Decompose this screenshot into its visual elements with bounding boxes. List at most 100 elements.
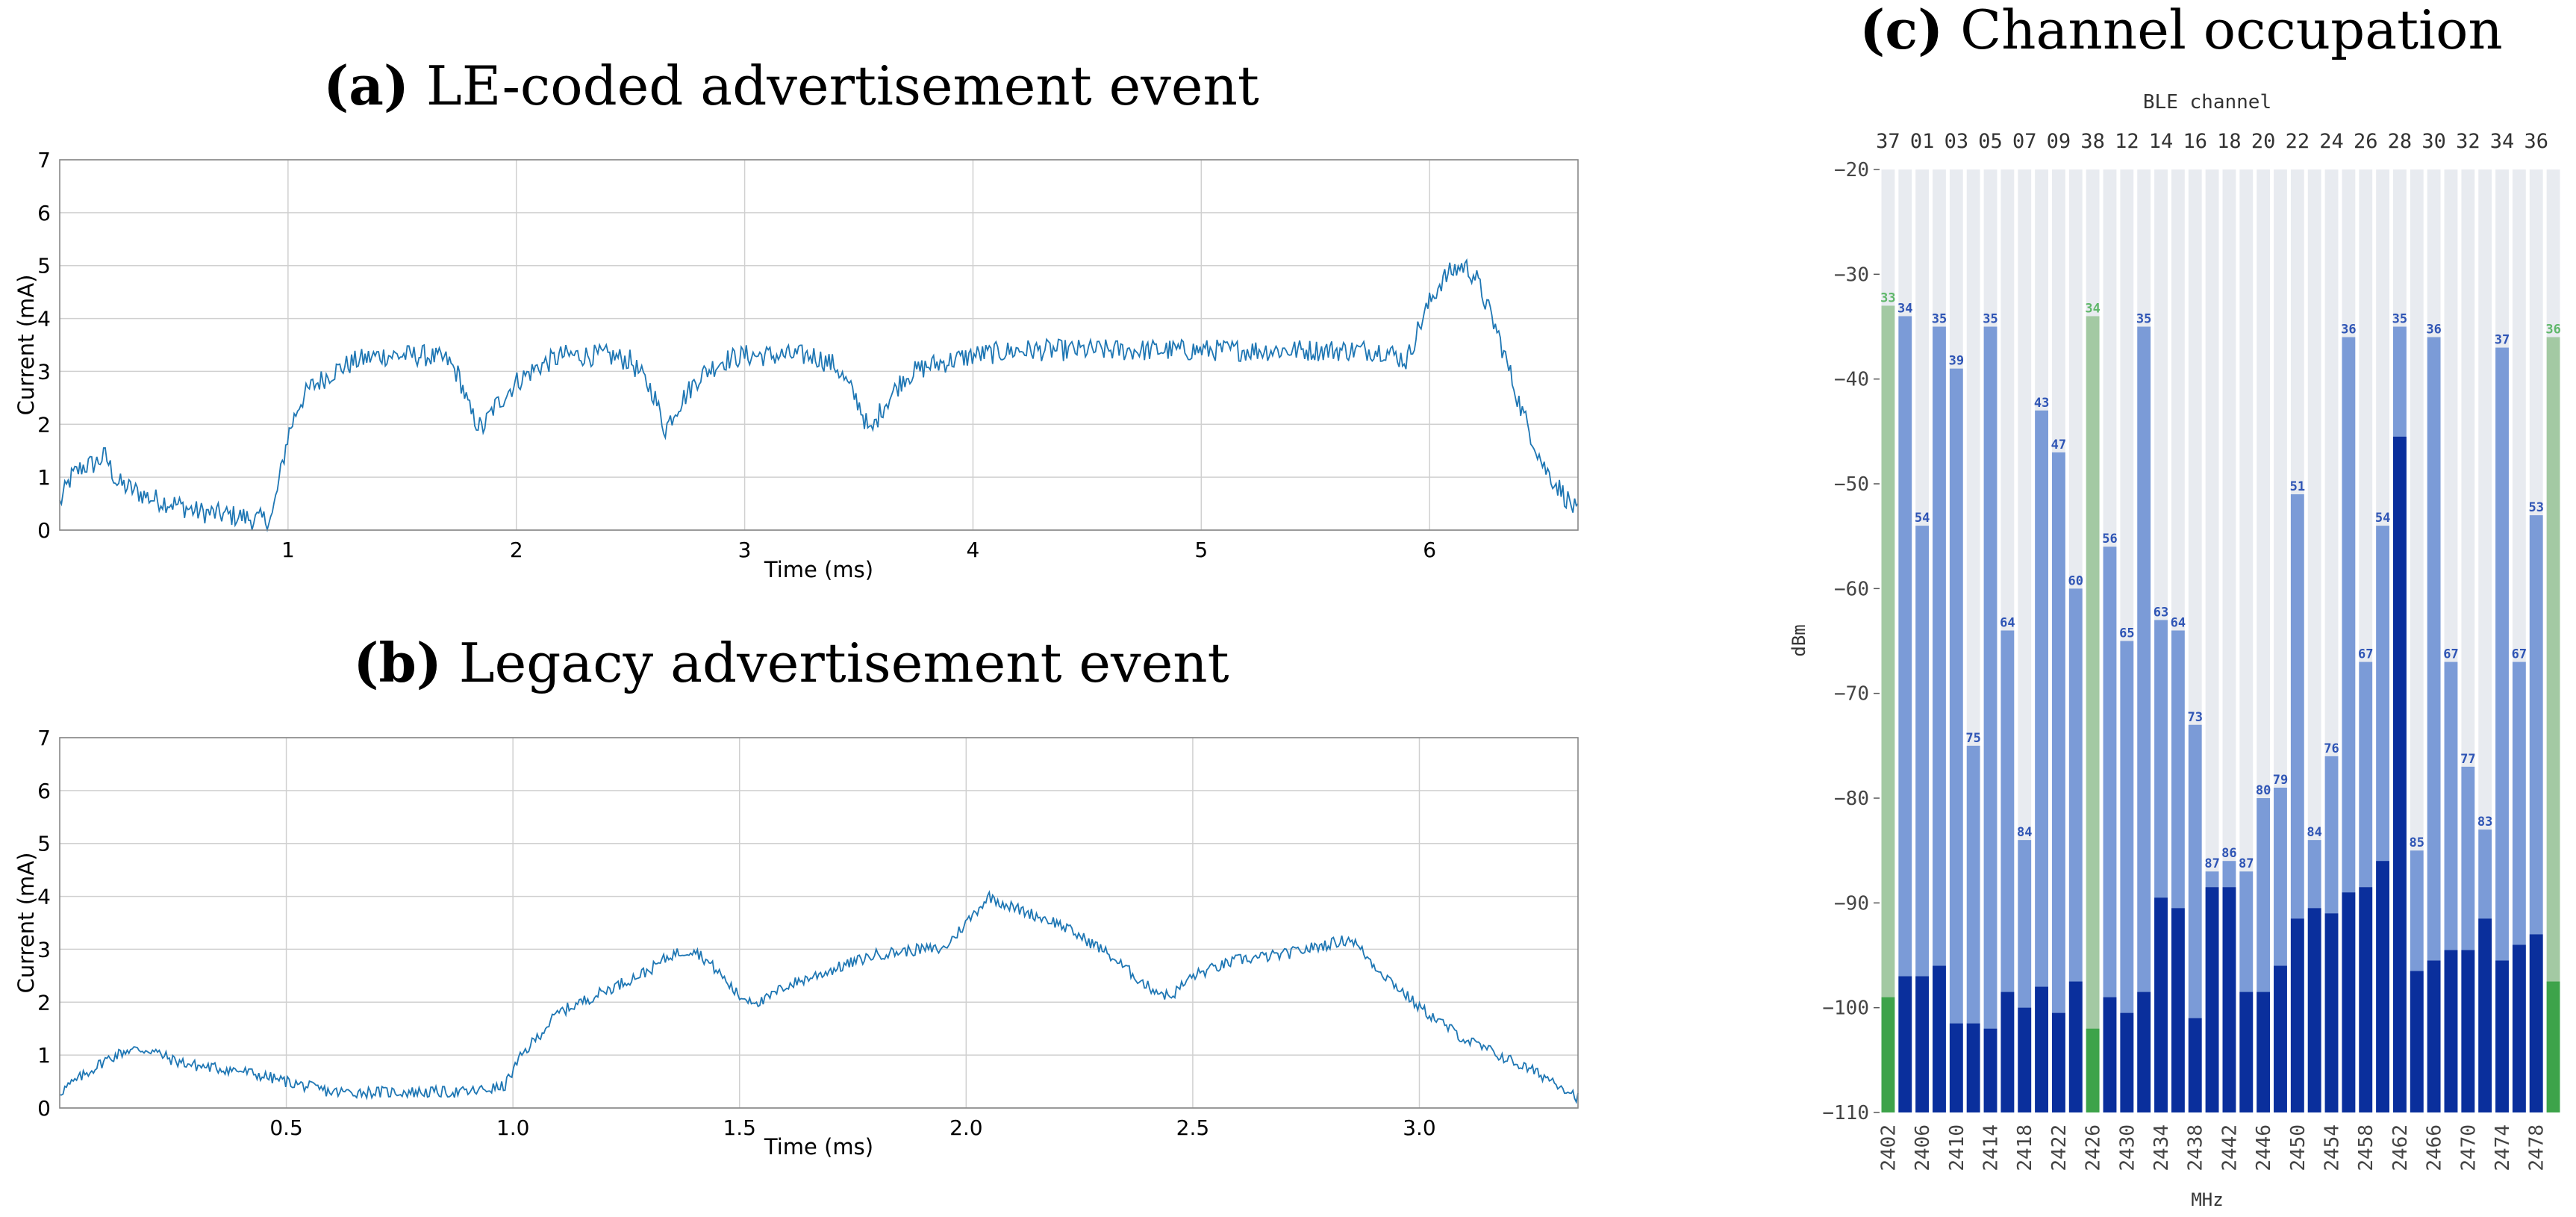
chart-b-xtick-label: 2.5 [1176, 1115, 1210, 1140]
chart-c-title-tag: (c) [1859, 0, 1943, 61]
chart-b-ytick-label: 5 [37, 832, 51, 856]
chart-c-top-tick-label: 30 [2421, 130, 2446, 153]
chart-c-top-axis-label: BLE channel [2143, 91, 2271, 113]
chart-c-bar-min [2427, 960, 2441, 1112]
chart-c-title-text: Channel occupation [1960, 0, 2503, 61]
chart-a-frame [59, 159, 1579, 531]
chart-c-top-tick-label: 14 [2149, 130, 2174, 153]
chart-c-bar-value-label: 64 [2171, 615, 2186, 630]
chart-c-bar-value-label: 33 [1880, 290, 1895, 305]
chart-c-xtick-label: 2450 [2287, 1124, 2310, 1171]
chart-a-xtick-label: 6 [1423, 538, 1436, 562]
chart-b-title-tag: (b) [353, 631, 441, 694]
chart-c-xtick-label: 2446 [2253, 1124, 2275, 1171]
chart-c-xtick-label: 2422 [2048, 1124, 2071, 1171]
chart-c-bar-min [2376, 861, 2389, 1112]
chart-c-top-tick-label: 34 [2490, 130, 2515, 153]
chart-c-bar-value-label: 36 [2545, 323, 2560, 337]
chart-c-bar-value-label: 75 [1965, 731, 1980, 746]
chart-c-ytick-label: −80 [1834, 788, 1869, 810]
chart-c-bar-max [2137, 326, 2151, 1112]
chart-c-bar-min [2052, 1012, 2065, 1112]
chart-c-title: (c) Channel occupation [1859, 0, 2503, 61]
chart-c-xtick-label: 2470 [2457, 1124, 2480, 1171]
chart-c-bar-max [1898, 316, 1912, 1112]
chart-c-xtick-label: 2466 [2424, 1124, 2446, 1171]
chart-a-ytick-label: 4 [37, 307, 51, 332]
chart-c-bar-min [2461, 950, 2475, 1112]
chart-c-top-tick-label: 37 [1876, 130, 1900, 153]
chart-c-top-tick-label: 09 [2047, 130, 2071, 153]
chart-c-bar-value-label: 35 [2392, 312, 2407, 327]
chart-b-ytick-label: 0 [37, 1096, 51, 1121]
chart-c-bar-min [1966, 1023, 1980, 1112]
chart-b-ytick-label: 6 [37, 779, 51, 803]
chart-c-bar-value-label: 67 [2512, 647, 2527, 662]
chart-b-xtick-label: 0.5 [269, 1115, 303, 1140]
chart-c-bar-max [2546, 337, 2560, 1112]
chart-c-bar-max [1915, 526, 1930, 1112]
chart-c-ytick-label: −40 [1834, 369, 1869, 391]
chart-b-ytick-label: 3 [37, 937, 51, 962]
chart-c-bar-max [2120, 641, 2134, 1112]
chart-c-top-tick-label: 36 [2524, 130, 2548, 153]
chart-c-bar-value-label: 37 [2495, 333, 2510, 348]
chart-c-bar-min [2257, 992, 2271, 1112]
chart-c-bar-value-label: 56 [2102, 532, 2117, 547]
chart-c-bar-min [2086, 1028, 2100, 1112]
chart-c-bar-value-label: 43 [2034, 396, 2049, 411]
chart-c-xtick-label: 2438 [2185, 1124, 2207, 1171]
chart-c-ytick-label: −30 [1834, 264, 1869, 286]
chart-c-bar-min [2290, 918, 2304, 1112]
chart-b-title: (b) Legacy advertisement event [353, 631, 1229, 694]
chart-c-top-tick-label: 28 [2388, 130, 2413, 153]
chart-c-bar-value-label: 53 [2528, 500, 2543, 515]
chart-c-bar-min [1915, 976, 1930, 1112]
chart-c-bar-value-label: 87 [2239, 856, 2254, 871]
chart-a: 0 1 2 3 4 5 6 7 1 2 3 4 5 6 Time (ms) Current (mA) [13, 148, 1579, 582]
chart-c-bar-max [2495, 347, 2509, 1113]
chart-c-xtick-label: 2474 [2492, 1124, 2514, 1171]
chart-c-bar-value-label: 79 [2273, 773, 2288, 788]
chart-c-bar-min [2137, 992, 2151, 1112]
chart-a-ytick-label: 6 [37, 201, 51, 225]
chart-b-current-trace [59, 890, 1579, 1104]
chart-a-xtick-label: 2 [510, 538, 523, 562]
chart-c-bar-min [2000, 992, 2015, 1112]
chart-b-xtick-label: 1.5 [723, 1115, 756, 1140]
chart-c-bar-min [2512, 944, 2526, 1112]
chart-c-xtick-label: 2414 [1980, 1124, 2003, 1171]
chart-c-bar-max [2086, 316, 2100, 1112]
chart-c-bar-value-label: 36 [2341, 323, 2356, 337]
chart-a-ylabel: Current (mA) [13, 275, 39, 416]
chart-c-xtick-label: 2454 [2321, 1124, 2344, 1171]
chart-c-bar-value-label: 47 [2051, 438, 2066, 452]
chart-c-bar-value-label: 64 [2000, 615, 2015, 630]
chart-b-xlabel: Time (ms) [764, 1134, 873, 1160]
chart-c-bar-min [2342, 892, 2356, 1112]
chart-c-bar-value-label: 34 [1897, 301, 1912, 316]
chart-a-xtick-label: 1 [281, 538, 295, 562]
chart-c-xtick-label: 2410 [1946, 1124, 1968, 1171]
chart-c-xtick-label: 2462 [2389, 1124, 2412, 1171]
chart-c-bar-min [2444, 950, 2458, 1112]
chart-c-ytick-label: −20 [1834, 159, 1869, 181]
chart-c-bar-min [1949, 1023, 1963, 1112]
chart-c-xtick-label: 2434 [2151, 1124, 2173, 1171]
chart-b-xtick-label: 1.0 [496, 1115, 530, 1140]
chart-c-bar-min [1881, 997, 1895, 1112]
chart-b-ytick-label: 7 [37, 726, 51, 750]
chart-c-bar-min [2222, 887, 2236, 1112]
chart-c-bar-max [1966, 745, 1980, 1112]
chart-c-xtick-label: 2418 [2014, 1124, 2036, 1171]
chart-c-bar-min [2068, 981, 2083, 1112]
chart-c-bar-min [2120, 1012, 2134, 1112]
chart-c-ytick-label: −70 [1834, 683, 1869, 706]
chart-c-bar-value-label: 80 [2256, 783, 2271, 798]
chart-c-bar-max [1983, 326, 1998, 1112]
chart-c-bar-max [2103, 547, 2117, 1112]
chart-c-bar-value-label: 54 [1915, 511, 1930, 526]
chart-a-ytick-label: 3 [37, 359, 51, 384]
chart-c-bar-min [2205, 887, 2219, 1112]
chart-c-bar-value-label: 65 [2119, 626, 2134, 641]
